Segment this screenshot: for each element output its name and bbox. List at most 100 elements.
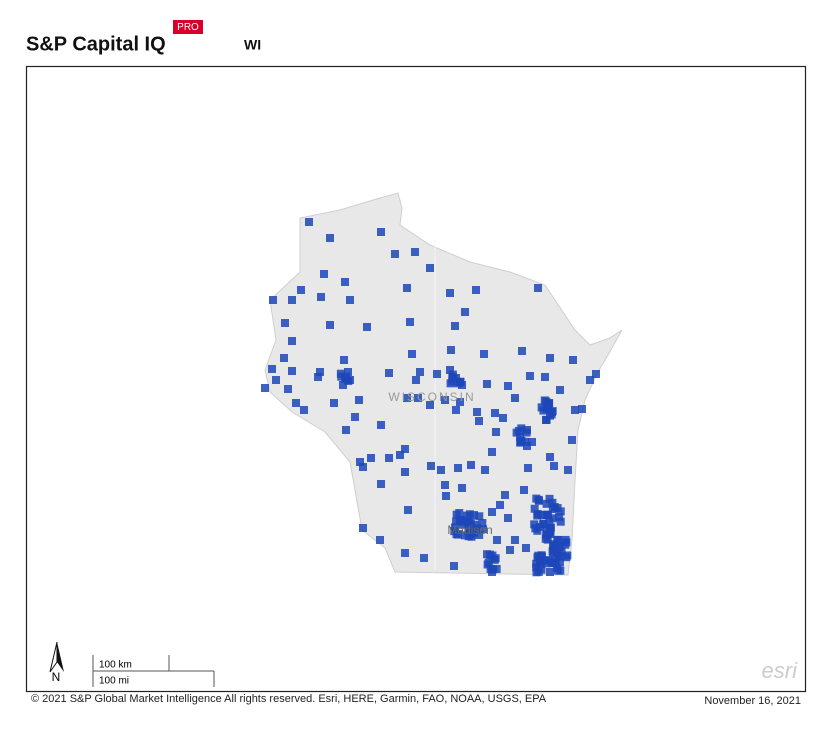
location-marker: [344, 368, 352, 376]
location-marker: [385, 454, 393, 462]
location-marker: [340, 356, 348, 364]
location-marker: [569, 356, 577, 364]
location-marker: [511, 394, 519, 402]
location-marker: [465, 525, 474, 534]
location-marker: [552, 564, 561, 573]
location-marker: [492, 428, 500, 436]
location-marker: [473, 408, 481, 416]
location-marker: [314, 373, 322, 381]
location-marker: [467, 461, 475, 469]
location-marker: [522, 428, 531, 437]
location-marker: [456, 377, 465, 386]
location-marker: [532, 563, 541, 572]
location-marker: [479, 525, 488, 534]
location-marker: [586, 376, 594, 384]
location-marker: [466, 519, 475, 528]
location-marker: [475, 417, 483, 425]
location-marker: [523, 442, 531, 450]
location-marker: [401, 445, 409, 453]
location-marker: [555, 552, 564, 561]
location-marker: [545, 494, 554, 503]
location-marker: [346, 296, 354, 304]
location-marker: [520, 486, 528, 494]
location-marker: [564, 466, 572, 474]
location-marker: [536, 560, 545, 569]
location-marker: [528, 438, 536, 446]
location-marker: [491, 409, 499, 417]
location-marker: [453, 530, 462, 539]
location-marker: [433, 370, 441, 378]
location-marker: [524, 464, 532, 472]
location-marker: [458, 484, 466, 492]
location-marker: [546, 453, 554, 461]
location-marker: [550, 558, 559, 567]
location-marker: [441, 396, 449, 404]
location-marker: [456, 398, 464, 406]
location-marker: [539, 406, 548, 415]
location-marker: [469, 511, 478, 520]
location-marker: [414, 394, 422, 402]
location-marker: [455, 516, 464, 525]
location-marker: [578, 405, 586, 413]
city-label: Madison: [447, 523, 492, 537]
location-marker: [553, 504, 562, 513]
location-marker: [471, 520, 480, 529]
location-marker: [504, 514, 512, 522]
location-marker: [511, 536, 519, 544]
location-marker: [446, 379, 455, 388]
location-marker: [522, 544, 530, 552]
location-marker: [403, 394, 411, 402]
location-marker: [452, 406, 460, 414]
location-marker: [545, 399, 554, 408]
location-marker: [512, 428, 521, 437]
location-marker: [401, 549, 409, 557]
location-marker: [406, 318, 414, 326]
location-marker: [550, 462, 558, 470]
location-marker: [326, 234, 334, 242]
location-marker: [556, 517, 565, 526]
location-marker: [537, 565, 546, 574]
location-marker: [411, 248, 419, 256]
location-marker: [320, 270, 328, 278]
location-marker: [452, 510, 461, 519]
location-marker: [449, 373, 458, 382]
location-marker: [462, 511, 471, 520]
location-marker: [261, 384, 269, 392]
location-marker: [300, 406, 308, 414]
location-marker: [518, 347, 526, 355]
location-marker: [305, 218, 313, 226]
location-marker: [532, 494, 541, 503]
esri-logo: esri: [762, 658, 799, 683]
location-marker: [450, 562, 458, 570]
location-marker: [516, 438, 525, 447]
location-marker: [441, 481, 449, 489]
location-marker: [483, 380, 491, 388]
location-marker: [326, 321, 334, 329]
markers: [261, 218, 600, 577]
location-marker: [292, 399, 300, 407]
location-marker: [408, 350, 416, 358]
location-marker: [506, 546, 514, 554]
location-marker: [536, 522, 545, 531]
location-marker: [555, 513, 564, 522]
copyright: © 2021 S&P Global Market Intelligence Al…: [31, 693, 547, 705]
location-marker: [288, 337, 296, 345]
badge-bg: [173, 20, 203, 34]
location-marker: [403, 284, 411, 292]
location-marker: [385, 369, 393, 377]
location-marker: [420, 554, 428, 562]
location-marker: [472, 286, 480, 294]
location-marker: [541, 534, 550, 543]
date: November 16, 2021: [704, 695, 801, 707]
location-marker: [280, 354, 288, 362]
brand: S&P Capital IQ: [26, 33, 166, 55]
location-marker: [454, 464, 462, 472]
location-marker: [359, 463, 367, 471]
location-marker: [451, 322, 459, 330]
location-marker: [339, 381, 347, 389]
location-marker: [330, 399, 338, 407]
state-shape: [264, 192, 623, 576]
location-marker: [483, 560, 492, 569]
location-marker: [426, 264, 434, 272]
